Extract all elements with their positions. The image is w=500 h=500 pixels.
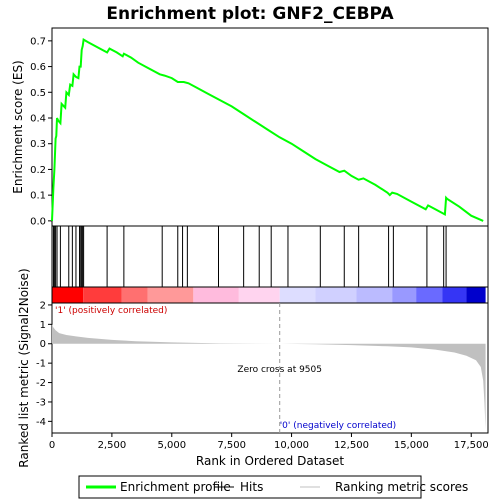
- es-axis-title: Enrichment score (ES): [11, 60, 25, 193]
- es-y-tick-label: 0.0: [30, 216, 46, 227]
- es-y-tick-label: 0.2: [30, 165, 46, 176]
- es-y-tick-label: 0.4: [30, 114, 46, 125]
- hits-panel-frame: [51, 225, 489, 288]
- metric-y-tick-label: -2: [36, 378, 46, 389]
- colorbar-segment: [442, 287, 467, 303]
- legend-label: Enrichment profile: [120, 480, 231, 494]
- colorbar-segment: [279, 287, 316, 303]
- colorbar-segment: [315, 287, 357, 303]
- colorbar-segment: [52, 287, 84, 303]
- x-tick-label: 12,500: [334, 440, 369, 451]
- x-tick-label: 15,000: [394, 440, 429, 451]
- metric-y-tick-label: 1: [40, 320, 46, 331]
- metric-axis-title: Ranked list metric (Signal2Noise): [17, 268, 31, 467]
- colorbar-segment: [466, 287, 486, 303]
- enrichment-profile-line: [51, 37, 484, 222]
- positive-correlation-label: '1' (positively correlated): [55, 306, 167, 316]
- metric-y-tick-label: -3: [36, 397, 46, 408]
- zero-cross-label: Zero cross at 9505: [237, 365, 322, 375]
- chart-title: Enrichment plot: GNF2_CEBPA: [106, 4, 394, 24]
- colorbar-segment: [416, 287, 443, 303]
- es-y-tick-label: 0.1: [30, 191, 46, 202]
- colorbar-segment: [392, 287, 417, 303]
- x-tick-label: 7,500: [217, 440, 246, 451]
- x-axis-title: Rank in Ordered Dataset: [196, 454, 344, 468]
- legend-frame: [78, 475, 422, 499]
- colorbar-segment: [193, 287, 239, 303]
- colorbar-segment: [147, 287, 194, 303]
- x-tick-label: 10,000: [274, 440, 309, 451]
- legend-label: Hits: [240, 480, 263, 494]
- x-tick-label: 2,500: [98, 440, 127, 451]
- colorbar-segment: [238, 287, 280, 303]
- metric-y-tick-label: 0: [40, 339, 46, 350]
- es-y-tick-label: 0.6: [30, 62, 46, 73]
- es-y-tick-label: 0.7: [30, 36, 46, 47]
- es-y-tick-label: 0.5: [30, 88, 46, 99]
- metric-y-tick-label: 2: [40, 300, 46, 311]
- colorbar-segment: [356, 287, 393, 303]
- x-tick-label: 5,000: [157, 440, 186, 451]
- es-y-tick-label: 0.3: [30, 139, 46, 150]
- metric-y-tick-label: -4: [36, 417, 46, 428]
- metric-y-tick-label: -1: [36, 359, 46, 370]
- x-tick-label: 0: [49, 440, 55, 451]
- es-panel-frame: [51, 27, 489, 227]
- colorbar-segment: [83, 287, 122, 303]
- metric-panel-frame: [51, 302, 489, 434]
- colorbar-segment: [121, 287, 148, 303]
- negative-correlation-label: '0' (negatively correlated): [280, 421, 396, 431]
- legend: Enrichment profile Hits Ranking metric sco…: [78, 475, 468, 499]
- legend-label: Ranking metric scores: [335, 480, 468, 494]
- x-tick-label: 17,500: [454, 440, 489, 451]
